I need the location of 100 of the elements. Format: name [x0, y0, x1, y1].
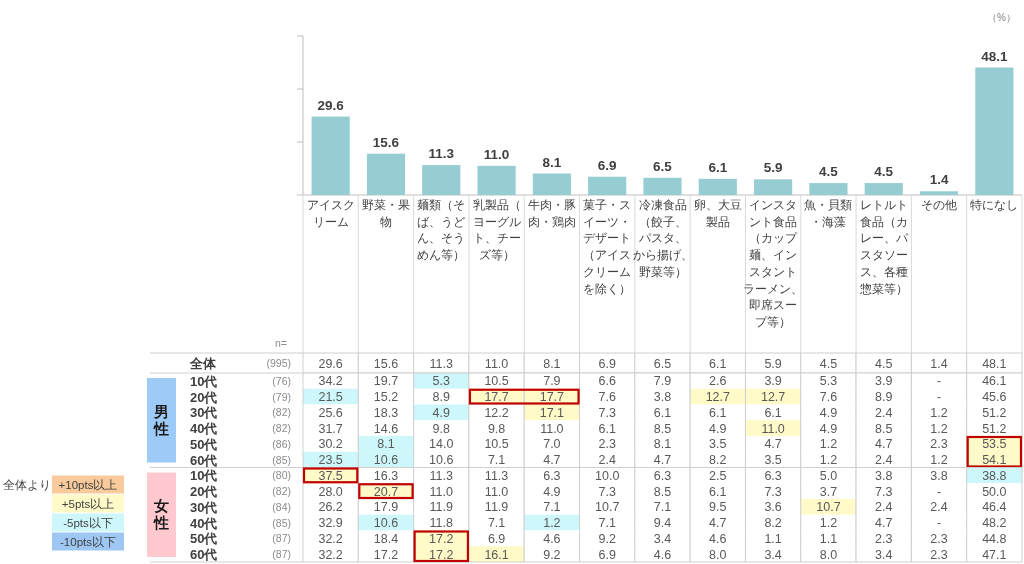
data-label: 2.4 — [875, 500, 893, 515]
data-label: 6.1 — [709, 484, 727, 499]
data-label: 7.3 — [764, 484, 782, 499]
data-label: 2.4 — [930, 500, 948, 515]
y2-tick-label: (84) — [272, 500, 291, 513]
data-label: 4.5 — [874, 164, 894, 180]
data-label: 3.5 — [709, 437, 727, 452]
data-label: 9.4 — [653, 516, 672, 531]
y2-tick-label: (87) — [272, 548, 291, 561]
data-label: 6.1 — [598, 421, 616, 436]
data-label: 10.6 — [429, 453, 454, 468]
data-label: 37.5 — [318, 468, 343, 483]
data-label: 8.9 — [432, 390, 450, 405]
data-label: 17.9 — [373, 500, 399, 515]
data-label: 9.8 — [487, 421, 506, 436]
data-label: 8.1 — [542, 154, 562, 170]
data-label: 7.9 — [543, 374, 561, 389]
data-label: 6.1 — [653, 405, 672, 420]
y2-tick-label: (87) — [272, 532, 291, 545]
data-label: 53.5 — [982, 437, 1007, 452]
data-label: 8.1 — [653, 437, 672, 452]
y-tick-label: 50代 — [190, 436, 218, 452]
data-label: 2.3 — [930, 547, 948, 562]
data-label: 29.6 — [318, 356, 343, 371]
data-label: 2.6 — [709, 374, 727, 389]
data-label: 14.6 — [373, 421, 399, 436]
data-label: 10.7 — [816, 500, 841, 515]
category-label: +10pts以上 — [58, 478, 118, 491]
data-label: 6.1 — [764, 405, 782, 420]
data-label: 3.5 — [764, 453, 782, 468]
text: - — [936, 484, 942, 499]
text: - — [936, 390, 942, 405]
data-label: 9.2 — [598, 531, 616, 546]
x-tick-label: 野菜・果物 — [361, 198, 410, 229]
data-label: 4.7 — [543, 453, 561, 468]
data-label: 3.4 — [653, 531, 672, 546]
data-label: 11.0 — [429, 484, 454, 499]
data-label: 10.0 — [595, 468, 620, 483]
data-label: 5.9 — [763, 160, 783, 176]
data-label: 51.2 — [982, 421, 1007, 436]
data-label: 1.4 — [929, 172, 949, 188]
data-label: 50.0 — [982, 484, 1007, 499]
data-label: 4.9 — [432, 405, 450, 420]
text: （%） — [987, 12, 1016, 23]
data-label: 3.8 — [653, 390, 672, 405]
data-label: 9.5 — [709, 500, 727, 515]
y-tick-label: 50代 — [190, 531, 218, 547]
y-tick-label: 10代 — [190, 373, 218, 389]
y-tick-label: 30代 — [190, 405, 218, 421]
y2-tick-label: (76) — [272, 374, 291, 387]
data-label: 15.6 — [372, 134, 400, 150]
data-label: 1.2 — [819, 516, 838, 531]
data-label: 30.2 — [318, 437, 343, 452]
data-label: 48.1 — [982, 356, 1007, 371]
data-label: 18.4 — [373, 531, 399, 546]
bar — [422, 165, 461, 195]
x-tick-label: アイスクリーム — [306, 198, 355, 229]
bar — [311, 116, 350, 195]
bar — [864, 183, 903, 195]
data-label: 10.7 — [595, 500, 620, 515]
x-tick-label: 特になし — [970, 198, 1019, 212]
data-label: 4.6 — [653, 547, 672, 562]
data-label: 16.3 — [373, 468, 399, 483]
data-label: 12.2 — [484, 405, 509, 420]
data-label: 17.7 — [539, 390, 565, 405]
x-tick-label: 魚・貝類・海藻 — [804, 198, 853, 229]
data-label: 1.2 — [819, 453, 838, 468]
data-label: 17.7 — [484, 390, 509, 405]
data-label: 11.0 — [484, 484, 509, 499]
category-label: -10pts以下 — [60, 535, 116, 548]
data-label: 17.2 — [429, 547, 454, 562]
data-label: 2.3 — [930, 531, 948, 546]
data-label: 4.6 — [709, 531, 727, 546]
x-tick-label: 牛肉・豚肉・鶏肉 — [527, 198, 576, 229]
data-label: 6.1 — [708, 159, 728, 175]
data-label: 6.5 — [653, 356, 672, 371]
bar — [532, 173, 571, 195]
data-label: 3.6 — [764, 500, 782, 515]
y-tick-label: 60代 — [190, 547, 218, 563]
data-label: 8.2 — [764, 516, 782, 531]
data-label: 2.3 — [598, 437, 616, 452]
data-label: 9.8 — [432, 421, 450, 436]
data-label: 12.7 — [705, 390, 731, 405]
data-label: 6.9 — [598, 547, 616, 562]
data-label: 2.5 — [709, 468, 727, 483]
data-label: 32.2 — [318, 531, 343, 546]
data-label: 11.8 — [429, 516, 454, 531]
data-label: 1.4 — [930, 356, 948, 371]
data-label: 11.0 — [483, 146, 510, 162]
y-tick-label: 10代 — [190, 468, 218, 484]
bar — [975, 67, 1014, 195]
data-label: 15.2 — [373, 390, 399, 405]
data-label: 6.9 — [597, 157, 617, 173]
data-label: 4.7 — [709, 516, 727, 531]
x-tick-label: 麺類（そば、うどん、そうめん等） — [417, 198, 466, 263]
data-label: 11.9 — [429, 500, 454, 515]
data-label: 1.1 — [819, 531, 838, 546]
data-label: 7.0 — [543, 437, 561, 452]
data-label: 18.3 — [373, 405, 399, 420]
x-tick-label: 冷凍食品（餃子、パスタ、から揚げ、野菜等） — [632, 198, 693, 279]
